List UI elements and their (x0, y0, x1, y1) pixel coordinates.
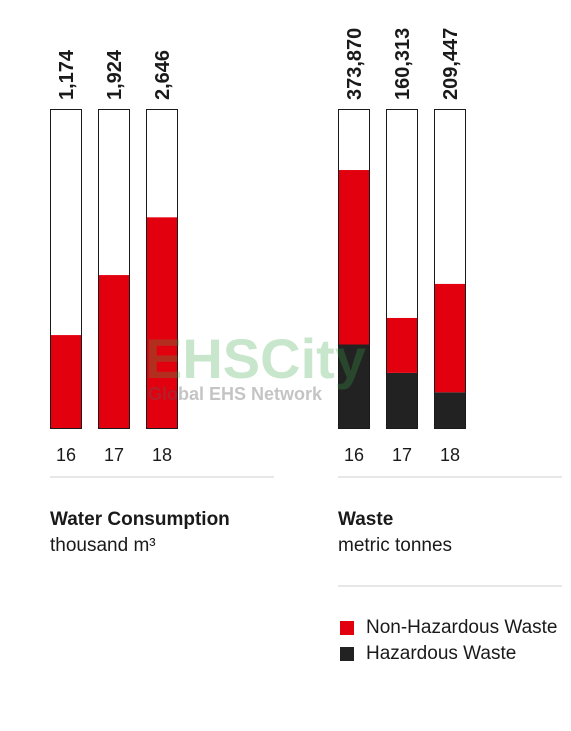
legend-swatch-hazardous (340, 647, 354, 661)
waste-bar-non-hazardous-waste-16 (338, 170, 370, 345)
waste-bar-hazardous-waste-17 (386, 372, 418, 429)
water-value-label-16: 1,174 (56, 49, 78, 100)
water-bar-outline-18 (146, 109, 178, 429)
legend-label-hazardous: Hazardous Waste (366, 643, 517, 664)
waste-bar-outline-18 (434, 109, 466, 429)
waste-chart: 373,870 16 160,313 17 209,447 18 (338, 28, 466, 465)
waste-legend: Non-Hazardous Waste Hazardous Waste (340, 615, 560, 667)
water-bar-value-18 (146, 217, 178, 429)
waste-value-label-17: 160,313 (392, 28, 414, 100)
water-value-label-18: 2,646 (152, 50, 174, 100)
waste-value-label-18: 209,447 (440, 28, 462, 100)
legend-item-non-hazardous: Non-Hazardous Waste (340, 615, 560, 641)
waste-tick-label-18: 18 (440, 445, 460, 465)
water-bar-outline-17 (98, 109, 130, 429)
water-title: Water Consumption (50, 509, 230, 530)
waste-title: Waste (338, 509, 394, 530)
water-bar-outline-16 (50, 109, 82, 429)
water-tick-label-18: 18 (152, 445, 172, 465)
watermark: EHSCity Global EHS Network (145, 327, 366, 404)
legend-item-hazardous: Hazardous Waste (340, 641, 560, 667)
watermark-text: EHSCity (145, 327, 366, 390)
waste-tick-label-17: 17 (392, 445, 412, 465)
waste-bar-outline-16 (338, 109, 370, 429)
water-tick-label-17: 17 (104, 445, 124, 465)
water-value-label-17: 1,924 (104, 49, 126, 100)
waste-caption: Waste metric tonnes (338, 507, 452, 559)
waste-bar-hazardous-waste-16 (338, 344, 370, 429)
waste-bar-non-hazardous-waste-18 (434, 283, 466, 393)
waste-bar-hazardous-waste-18 (434, 392, 466, 429)
legend-label-non-hazardous: Non-Hazardous Waste (366, 617, 558, 638)
waste-bar-outline-17 (386, 109, 418, 429)
water-caption: Water Consumption thousand m³ (50, 507, 230, 559)
waste-value-label-16: 373,870 (344, 28, 366, 100)
water-bar-value-16 (50, 335, 82, 429)
water-unit: thousand m³ (50, 535, 156, 556)
water-consumption-chart: 1,174 16 1,924 17 2,646 18 (50, 49, 178, 465)
waste-bar-non-hazardous-waste-17 (386, 317, 418, 373)
water-tick-label-16: 16 (56, 445, 76, 465)
waste-tick-label-16: 16 (344, 445, 364, 465)
waste-unit: metric tonnes (338, 535, 453, 556)
legend-swatch-non-hazardous (340, 621, 354, 635)
water-bar-value-17 (98, 275, 130, 429)
watermark-subtext: Global EHS Network (148, 384, 323, 404)
